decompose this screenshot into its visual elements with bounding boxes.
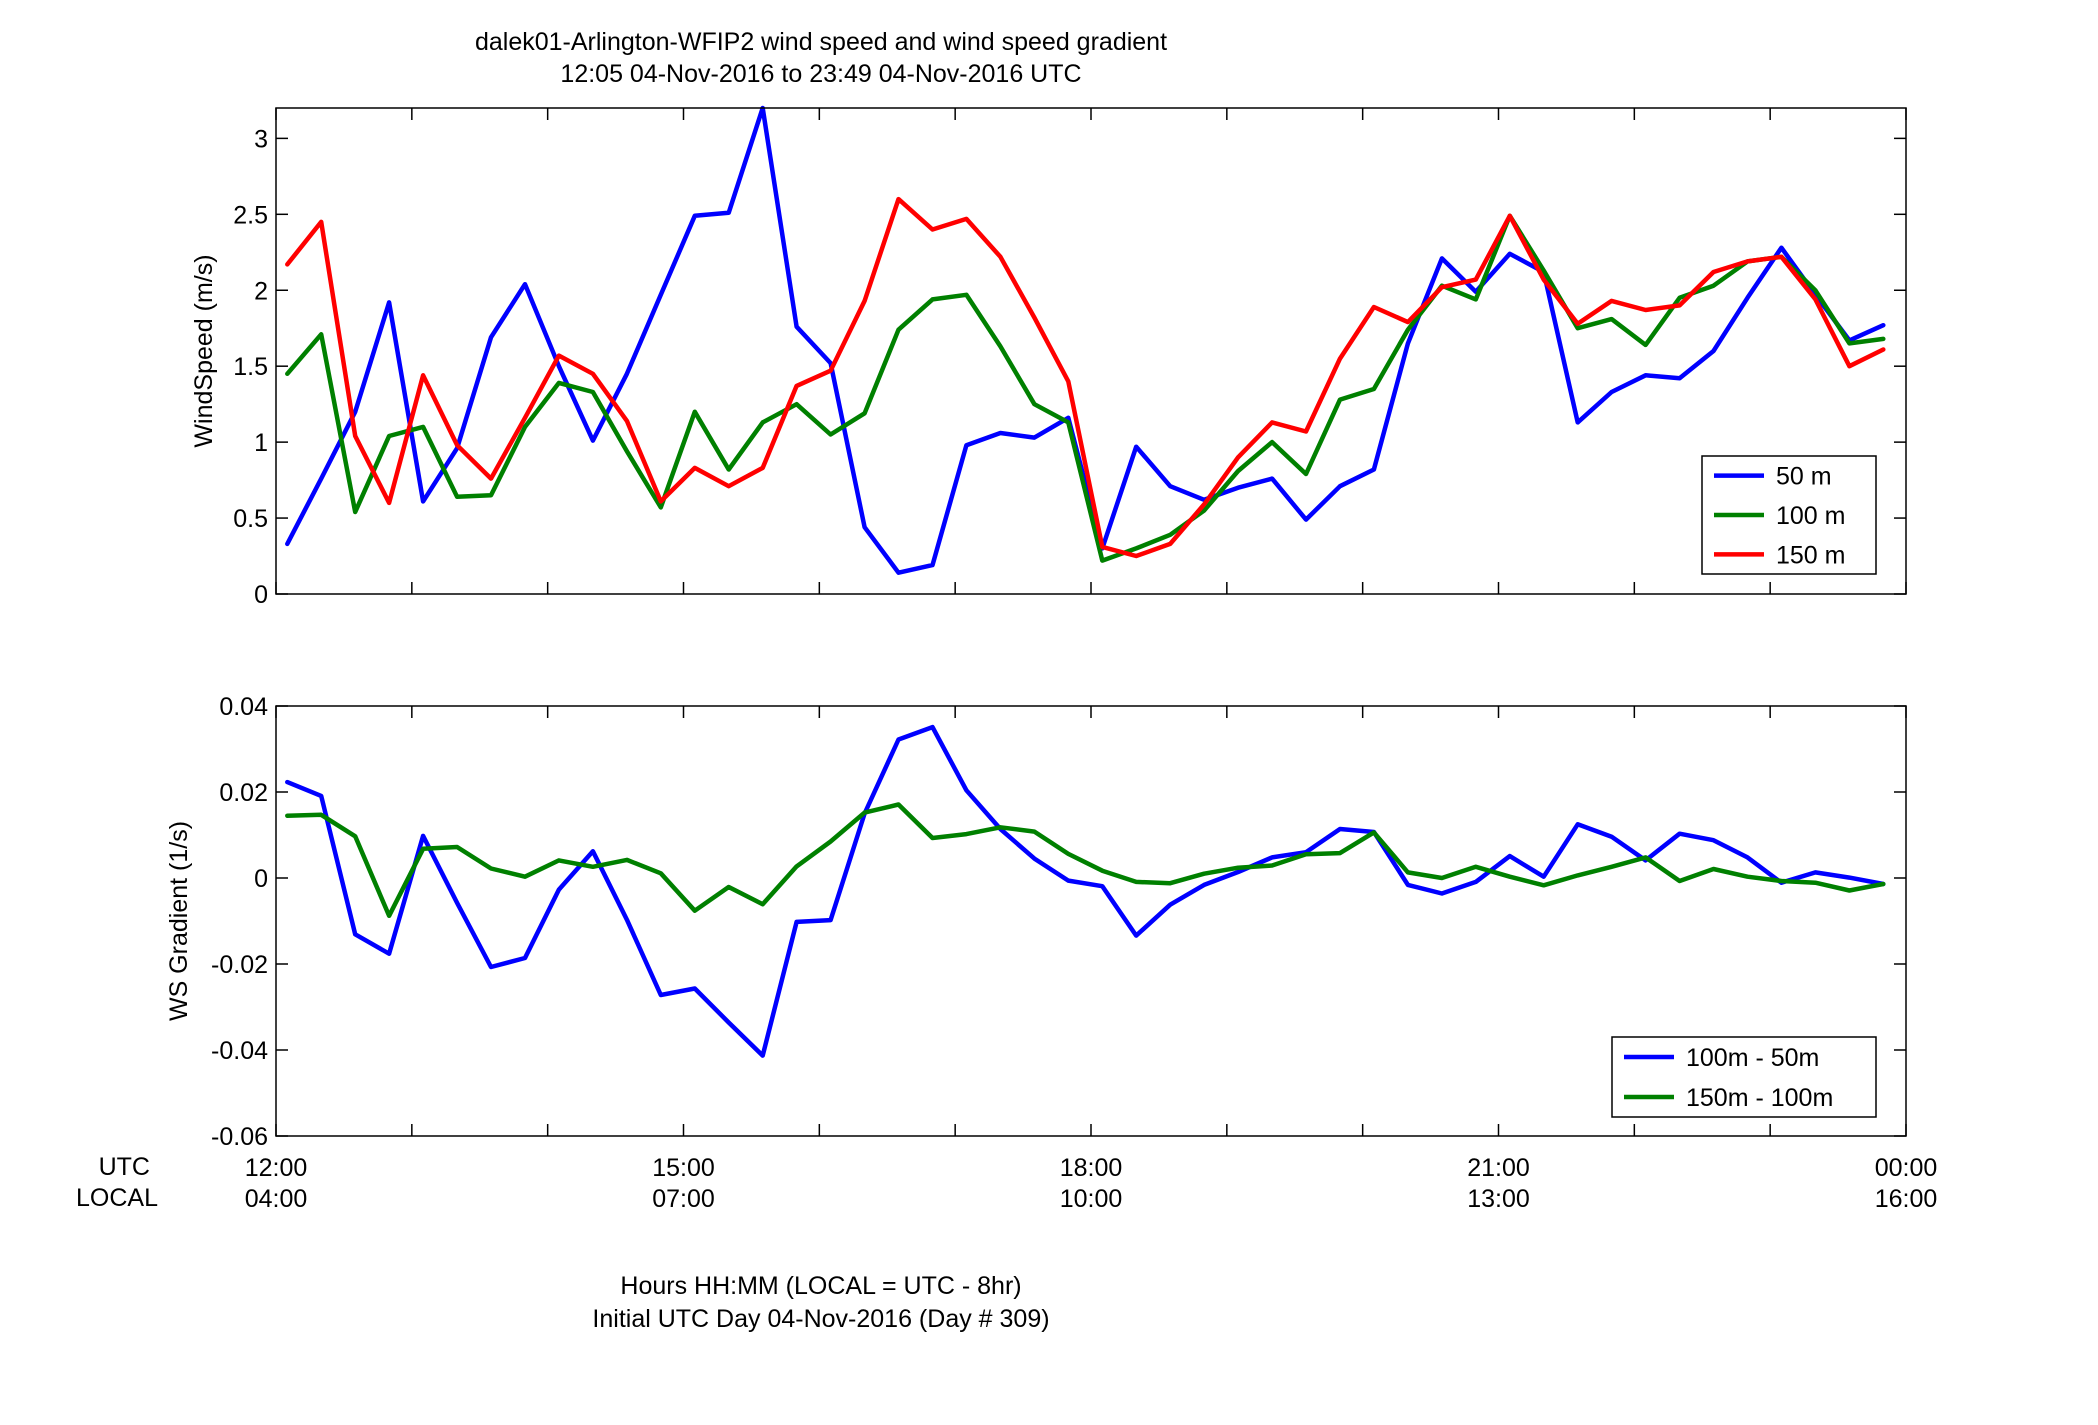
legend-label-1-0: 100m - 50m — [1686, 1044, 1819, 1072]
utc-row-label: UTC — [98, 1153, 150, 1181]
series-line-0-1 — [285, 213, 1886, 563]
legend-label-0-0: 50 m — [1776, 463, 1832, 491]
x-axis-label: Hours HH:MM (LOCAL = UTC - 8hr) — [620, 1272, 1022, 1300]
legend-box-1 — [1611, 1036, 1877, 1118]
y-tick-label-0-5: 2.5 — [233, 201, 268, 229]
gradient-panel: -0.06 -0.04 -0.02 0 0.02 0.04 WS Gradient (1/s… — [165, 693, 1907, 1151]
legend-label-1-1: 150m - 100m — [1686, 1084, 1833, 1112]
chart-title: dalek01-Arlington-WFIP2 wind speed and w… — [474, 28, 1168, 56]
utc-tick-label-1: 15:00 — [652, 1154, 715, 1182]
y-tick-label-1-5: 0.04 — [219, 693, 268, 721]
utc-tick-label-4: 00:00 — [1875, 1154, 1938, 1182]
y-tick-label-1-0: -0.06 — [211, 1123, 268, 1151]
y-tick-label-1-2: -0.02 — [211, 951, 268, 979]
legend-label-0-1: 100 m — [1776, 502, 1845, 530]
y-tick-label-0-6: 3 — [254, 125, 268, 153]
y-tick-label-0-2: 1 — [254, 429, 268, 457]
legend-label-0-2: 150 m — [1776, 541, 1845, 569]
series-line-0-0 — [285, 105, 1886, 575]
y-tick-label-0-3: 1.5 — [233, 353, 268, 381]
y-tick-label-1-3: 0 — [254, 865, 268, 893]
local-tick-label-2: 10:00 — [1060, 1185, 1123, 1213]
time-axis: 12:00 15:00 18:00 21:00 00:00 04:00 07:00 10:00… — [245, 1154, 1938, 1213]
utc-tick-label-2: 18:00 — [1060, 1154, 1123, 1182]
x-axis-sublabel: Initial UTC Day 04-Nov-2016 (Day # 309) — [592, 1305, 1050, 1333]
y-tick-label-0-4: 2 — [254, 277, 268, 305]
series-line-1-1 — [285, 802, 1886, 919]
windspeed-panel: 0 0.5 1 1.5 2 2.5 3 WindSpeed (m/s) 50 m 100 m 150… — [190, 105, 1907, 609]
y-tick-label-0-0: 0 — [254, 581, 268, 609]
local-tick-label-0: 04:00 — [245, 1185, 308, 1213]
local-tick-label-1: 07:00 — [652, 1185, 715, 1213]
local-row-label: LOCAL — [76, 1184, 158, 1212]
y-tick-label-1-4: 0.02 — [219, 779, 268, 807]
series-line-0-2 — [285, 196, 1886, 559]
local-tick-label-4: 16:00 — [1875, 1185, 1938, 1213]
y-axis-label-0: WindSpeed (m/s) — [190, 254, 218, 447]
y-tick-label-0-1: 0.5 — [233, 505, 268, 533]
y-axis-label-1: WS Gradient (1/s) — [165, 821, 193, 1021]
y-tick-label-1-1: -0.04 — [211, 1037, 268, 1065]
utc-tick-label-3: 21:00 — [1467, 1154, 1530, 1182]
series-line-1-0 — [285, 724, 1886, 1058]
chart-subtitle: 12:05 04-Nov-2016 to 23:49 04-Nov-2016 U… — [560, 60, 1082, 88]
utc-tick-label-0: 12:00 — [245, 1154, 308, 1182]
local-tick-label-3: 13:00 — [1467, 1185, 1530, 1213]
